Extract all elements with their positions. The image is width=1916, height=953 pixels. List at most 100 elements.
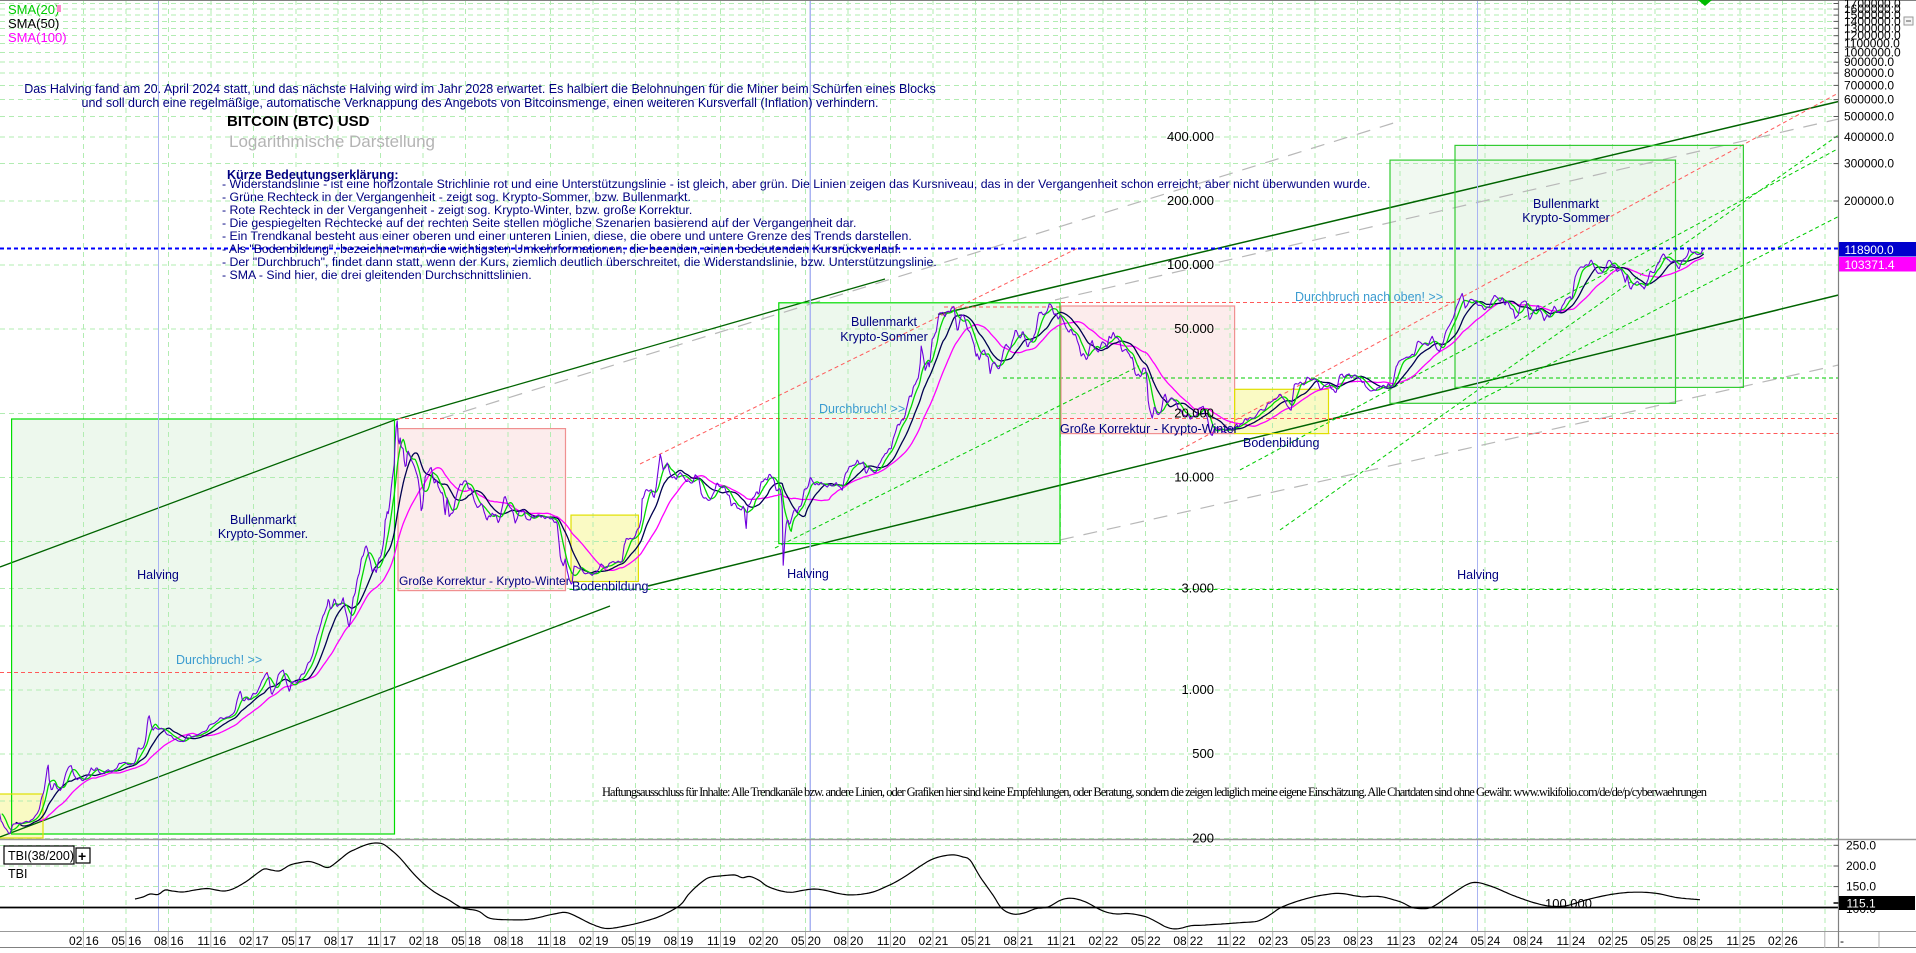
svg-text:Halving: Halving xyxy=(1457,568,1499,582)
svg-text:11: 11 xyxy=(1387,934,1400,948)
svg-text:25: 25 xyxy=(1699,934,1713,948)
svg-text:08: 08 xyxy=(1003,934,1017,948)
svg-text:Krypto-Sommer: Krypto-Sommer xyxy=(840,330,928,344)
svg-text:200.000: 200.000 xyxy=(1167,193,1214,208)
svg-text:02: 02 xyxy=(919,934,933,948)
svg-text:10.000: 10.000 xyxy=(1174,470,1214,485)
svg-text:18: 18 xyxy=(510,934,524,948)
svg-text:02: 02 xyxy=(1258,934,1272,948)
svg-text:05: 05 xyxy=(961,934,975,948)
svg-text:16: 16 xyxy=(213,934,227,948)
svg-text:Große Korrektur - Krypto-Winte: Große Korrektur - Krypto-Winter xyxy=(399,574,570,588)
svg-text:250.0: 250.0 xyxy=(1846,838,1876,852)
svg-text:50.000: 50.000 xyxy=(1174,321,1214,336)
svg-text:08: 08 xyxy=(1173,934,1187,948)
svg-text:und soll durch eine regelmäßig: und soll durch eine regelmäßige, automat… xyxy=(82,96,879,110)
svg-text:1700000.0: 1700000.0 xyxy=(1844,0,1901,11)
svg-text:02: 02 xyxy=(749,934,763,948)
svg-text:118900.0: 118900.0 xyxy=(1845,243,1894,257)
svg-text:Haftungsausschluss für Inhalte: Haftungsausschluss für Inhalte: Alle Tre… xyxy=(602,785,1708,799)
svg-text:21: 21 xyxy=(1020,934,1034,948)
svg-text:20.000: 20.000 xyxy=(1174,406,1214,421)
svg-text:18: 18 xyxy=(425,934,439,948)
svg-text:02: 02 xyxy=(1088,934,1102,948)
svg-text:300000.0: 300000.0 xyxy=(1844,157,1894,171)
svg-text:08: 08 xyxy=(154,934,168,948)
svg-text:23: 23 xyxy=(1317,934,1331,948)
svg-text:02: 02 xyxy=(409,934,423,948)
svg-text:150.0: 150.0 xyxy=(1846,880,1876,894)
svg-text:24: 24 xyxy=(1530,934,1544,948)
svg-text:20: 20 xyxy=(850,934,864,948)
svg-text:11: 11 xyxy=(367,934,380,948)
svg-text:1100000.0: 1100000.0 xyxy=(1844,37,1900,51)
svg-text:100.000: 100.000 xyxy=(1167,257,1214,272)
svg-text:Krypto-Sommer.: Krypto-Sommer. xyxy=(218,527,308,541)
svg-text:05: 05 xyxy=(791,934,805,948)
svg-text:16: 16 xyxy=(170,934,184,948)
svg-text:21: 21 xyxy=(977,934,991,948)
svg-text:18: 18 xyxy=(553,934,567,948)
svg-text:- Widerstandslinie - ist eine: - Widerstandslinie - ist eine horizontal… xyxy=(222,177,1370,191)
svg-text:20: 20 xyxy=(892,934,906,948)
svg-text:1300000.0: 1300000.0 xyxy=(1844,21,1901,35)
svg-text:SMA(20): SMA(20) xyxy=(8,2,59,17)
svg-text:- Ein Trendkanal besteht aus e: - Ein Trendkanal besteht aus einer obere… xyxy=(222,229,912,243)
svg-text:Bodenbildung: Bodenbildung xyxy=(1243,436,1320,450)
svg-text:11: 11 xyxy=(197,934,210,948)
svg-text:- Der "Durchbruch", findet dan: - Der "Durchbruch", findet dann statt, w… xyxy=(222,255,937,269)
svg-text:500: 500 xyxy=(1192,746,1214,761)
svg-text:05: 05 xyxy=(1471,934,1485,948)
svg-text:11: 11 xyxy=(1726,934,1739,948)
svg-text:Durchbruch! >>: Durchbruch! >> xyxy=(176,653,262,667)
svg-text:Bullenmarkt: Bullenmarkt xyxy=(1533,197,1600,211)
svg-text:1000000.0: 1000000.0 xyxy=(1844,46,1901,60)
svg-text:- Grüne Rechteck in der Vergan: - Grüne Rechteck in der Vergangenheit - … xyxy=(222,190,691,204)
svg-text:11: 11 xyxy=(1217,934,1230,948)
svg-text:16: 16 xyxy=(128,934,142,948)
svg-text:TBI(38/200): TBI(38/200) xyxy=(8,849,74,863)
svg-text:SMA(50): SMA(50) xyxy=(8,16,59,31)
svg-text:17: 17 xyxy=(340,934,354,948)
svg-text:BITCOIN (BTC) USD: BITCOIN (BTC) USD xyxy=(227,113,370,130)
svg-text:17: 17 xyxy=(383,934,397,948)
svg-text:1200000.0: 1200000.0 xyxy=(1844,29,1901,43)
svg-text:26: 26 xyxy=(1784,934,1798,948)
svg-text:05: 05 xyxy=(621,934,635,948)
svg-text:700000.0: 700000.0 xyxy=(1844,78,1894,92)
svg-text:20: 20 xyxy=(808,934,822,948)
svg-text:08: 08 xyxy=(834,934,848,948)
svg-text:11: 11 xyxy=(877,934,890,948)
svg-text:11: 11 xyxy=(707,934,720,948)
svg-text:02: 02 xyxy=(239,934,253,948)
svg-text:24: 24 xyxy=(1487,934,1501,948)
svg-text:Große Korrektur - Krypto-Winte: Große Korrektur - Krypto-Winter xyxy=(1060,422,1238,436)
svg-text:Durchbruch! >>: Durchbruch! >> xyxy=(819,402,905,416)
svg-text:500000.0: 500000.0 xyxy=(1844,110,1894,124)
svg-text:21: 21 xyxy=(935,934,949,948)
svg-text:17: 17 xyxy=(255,934,269,948)
svg-text:900000.0: 900000.0 xyxy=(1844,55,1894,69)
svg-text:1400000.0: 1400000.0 xyxy=(1844,14,1901,28)
svg-text:08: 08 xyxy=(1343,934,1357,948)
svg-text:02: 02 xyxy=(69,934,83,948)
svg-text:22: 22 xyxy=(1232,934,1246,948)
svg-text:Halving: Halving xyxy=(137,568,179,582)
svg-text:SMA(100): SMA(100) xyxy=(8,30,67,45)
svg-text:- Die gespiegelten Rechtecke a: - Die gespiegelten Rechtecke auf der rec… xyxy=(222,216,856,230)
svg-text:24: 24 xyxy=(1572,934,1586,948)
svg-text:19: 19 xyxy=(595,934,609,948)
svg-text:1.000: 1.000 xyxy=(1181,682,1214,697)
svg-text:20: 20 xyxy=(765,934,779,948)
svg-text:05: 05 xyxy=(1301,934,1315,948)
svg-text:400000.0: 400000.0 xyxy=(1844,130,1894,144)
svg-text:3.000: 3.000 xyxy=(1181,581,1214,596)
svg-text:22: 22 xyxy=(1105,934,1119,948)
svg-text:Halving: Halving xyxy=(787,567,829,581)
svg-text:1500000.0: 1500000.0 xyxy=(1844,8,1901,22)
svg-text:800000.0: 800000.0 xyxy=(1844,66,1894,80)
svg-text:103371.4: 103371.4 xyxy=(1845,258,1895,272)
svg-text:-: - xyxy=(1840,934,1844,948)
svg-text:Das Halving fand am 20. April: Das Halving fand am 20. April 2024 statt… xyxy=(24,82,936,96)
svg-text:25: 25 xyxy=(1657,934,1671,948)
